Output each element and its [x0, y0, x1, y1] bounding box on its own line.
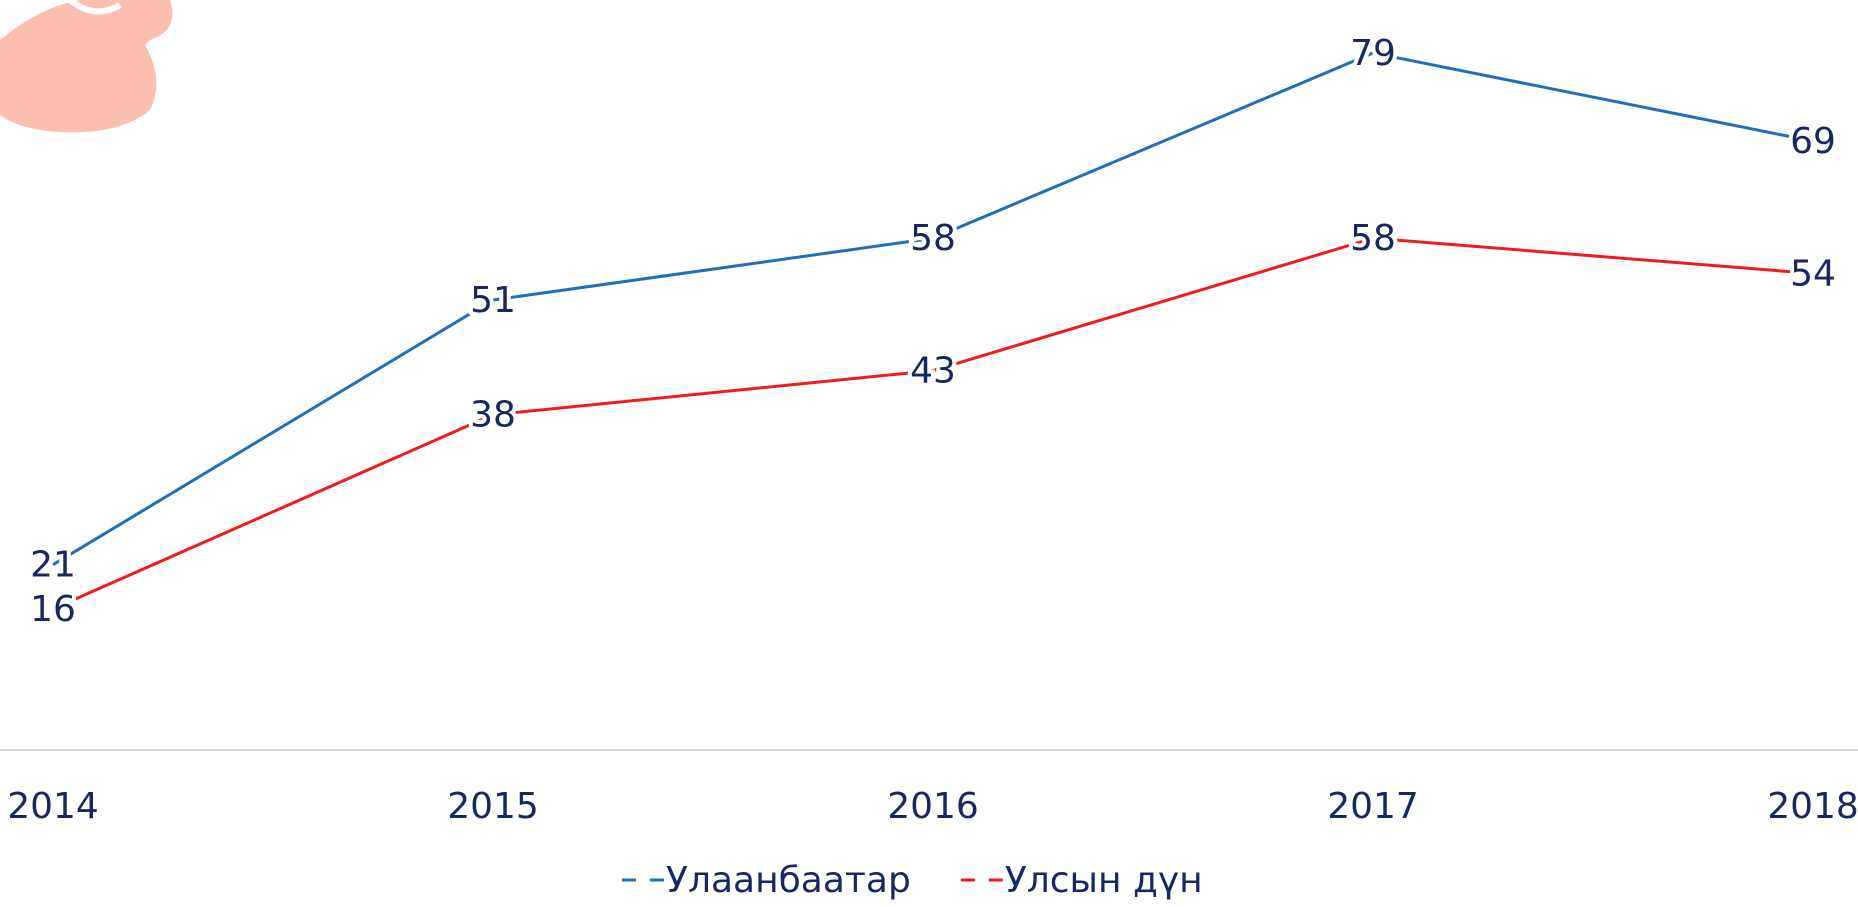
- data-label: 58: [1350, 218, 1396, 259]
- x-tick-label: 2016: [887, 786, 979, 827]
- data-label: 51: [470, 280, 516, 321]
- x-tick-label: 2014: [7, 786, 99, 827]
- data-label: 43: [910, 351, 956, 392]
- series-line: [52, 236, 1814, 611]
- x-tick-label: 2017: [1327, 786, 1419, 827]
- legend: Улаанбаатар Улсын дүн: [622, 860, 1203, 901]
- x-tick-label: 2018: [1767, 786, 1858, 827]
- legend-label: Улаанбаатар: [666, 860, 911, 901]
- series-line: [52, 51, 1814, 566]
- x-tick-label: 2015: [447, 786, 539, 827]
- data-label: 58: [910, 218, 956, 259]
- legend-label: Улсын дүн: [1005, 860, 1203, 901]
- data-label: 54: [1790, 254, 1836, 295]
- data-label: 69: [1790, 121, 1836, 162]
- data-label: 21: [30, 545, 76, 586]
- data-label: 38: [470, 395, 516, 436]
- data-label: 16: [30, 589, 76, 630]
- decoration: [0, 0, 173, 133]
- data-label: 79: [1350, 33, 1396, 74]
